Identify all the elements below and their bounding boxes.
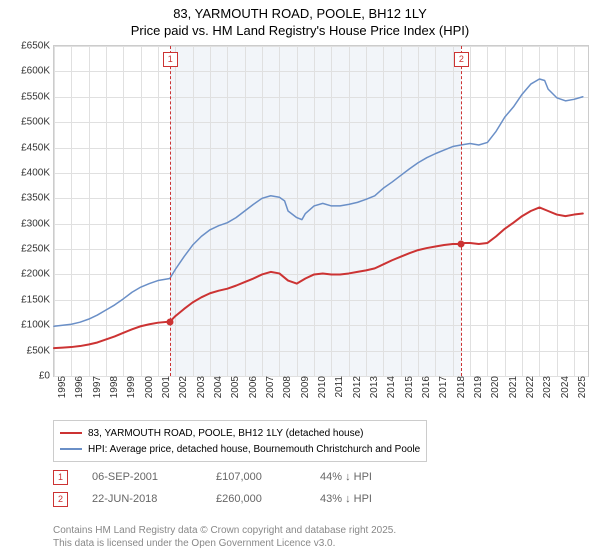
series-line-0 [54, 207, 583, 348]
y-axis-label: £250K [21, 244, 54, 255]
x-axis-label: 2019 [470, 376, 485, 416]
legend-label-1: HPI: Average price, detached house, Bour… [88, 444, 420, 455]
x-axis-label: 2021 [505, 376, 520, 416]
x-axis-label: 2007 [262, 376, 277, 416]
x-axis-label: 2012 [349, 376, 364, 416]
data-row-marker-2: 2 [53, 492, 68, 507]
marker-box-1: 1 [163, 52, 178, 67]
x-axis-label: 2024 [557, 376, 572, 416]
legend-row-1: HPI: Average price, detached house, Bour… [60, 441, 420, 457]
data-row-price-1: £107,000 [216, 471, 296, 483]
x-axis-label: 2009 [297, 376, 312, 416]
y-axis-label: £550K [21, 91, 54, 102]
data-row-price-2: £260,000 [216, 493, 296, 505]
y-axis-label: £300K [21, 218, 54, 229]
footer-line1: Contains HM Land Registry data © Crown c… [53, 524, 396, 537]
x-axis-label: 1996 [71, 376, 86, 416]
marker-data-rows: 1 06-SEP-2001 £107,000 44% ↓ HPI 2 22-JUN-201… [53, 466, 372, 510]
x-axis-label: 2018 [453, 376, 468, 416]
title-line2: Price paid vs. HM Land Registry's House … [0, 23, 600, 40]
data-row-diff-1: 44% ↓ HPI [320, 471, 372, 483]
x-axis-label: 2000 [141, 376, 156, 416]
data-row-2: 2 22-JUN-2018 £260,000 43% ↓ HPI [53, 488, 372, 510]
x-axis-label: 2017 [435, 376, 450, 416]
chart-container: 83, YARMOUTH ROAD, POOLE, BH12 1LY Price… [0, 0, 600, 560]
y-axis-label: £400K [21, 167, 54, 178]
x-axis-label: 1998 [106, 376, 121, 416]
x-axis-label: 2002 [175, 376, 190, 416]
y-axis-label: £650K [21, 41, 54, 52]
marker-line-2 [461, 46, 462, 376]
y-axis-label: £500K [21, 117, 54, 128]
x-axis-label: 1997 [89, 376, 104, 416]
x-axis-label: 1995 [54, 376, 69, 416]
data-row-date-1: 06-SEP-2001 [92, 471, 192, 483]
x-axis-label: 2008 [279, 376, 294, 416]
legend-label-0: 83, YARMOUTH ROAD, POOLE, BH12 1LY (deta… [88, 428, 364, 439]
data-row-marker-1: 1 [53, 470, 68, 485]
marker-box-2: 2 [454, 52, 469, 67]
x-axis-label: 2022 [522, 376, 537, 416]
data-row-diff-2: 43% ↓ HPI [320, 493, 372, 505]
x-axis-label: 2015 [401, 376, 416, 416]
y-axis-label: £100K [21, 320, 54, 331]
x-axis-label: 2025 [574, 376, 589, 416]
x-axis-label: 2013 [366, 376, 381, 416]
plot-area: £0£50K£100K£150K£200K£250K£300K£350K£400… [53, 45, 589, 377]
x-axis-label: 2023 [539, 376, 554, 416]
y-axis-label: £350K [21, 193, 54, 204]
chart-title: 83, YARMOUTH ROAD, POOLE, BH12 1LY Price… [0, 0, 600, 40]
legend-swatch-1 [60, 448, 82, 450]
x-axis-label: 1999 [123, 376, 138, 416]
legend-row-0: 83, YARMOUTH ROAD, POOLE, BH12 1LY (deta… [60, 425, 420, 441]
x-axis-label: 2010 [314, 376, 329, 416]
x-axis-label: 2020 [487, 376, 502, 416]
x-axis-label: 2003 [193, 376, 208, 416]
x-axis-label: 2011 [331, 376, 346, 416]
x-axis-label: 2001 [158, 376, 173, 416]
x-axis-label: 2016 [418, 376, 433, 416]
legend: 83, YARMOUTH ROAD, POOLE, BH12 1LY (deta… [53, 420, 427, 462]
x-axis-label: 2014 [383, 376, 398, 416]
y-axis-label: £450K [21, 142, 54, 153]
marker-dot-2 [457, 241, 464, 248]
y-axis-label: £150K [21, 294, 54, 305]
y-axis-label: £0 [39, 371, 54, 382]
data-row-date-2: 22-JUN-2018 [92, 493, 192, 505]
data-row-1: 1 06-SEP-2001 £107,000 44% ↓ HPI [53, 466, 372, 488]
y-axis-label: £600K [21, 66, 54, 77]
marker-line-1 [170, 46, 171, 376]
legend-swatch-0 [60, 432, 82, 434]
marker-dot-1 [166, 318, 173, 325]
title-line1: 83, YARMOUTH ROAD, POOLE, BH12 1LY [0, 6, 600, 23]
x-axis-label: 2004 [210, 376, 225, 416]
y-axis-label: £200K [21, 269, 54, 280]
footer-line2: This data is licensed under the Open Gov… [53, 537, 396, 550]
x-axis-label: 2006 [245, 376, 260, 416]
x-axis-label: 2005 [227, 376, 242, 416]
y-axis-label: £50K [27, 345, 54, 356]
footer-attribution: Contains HM Land Registry data © Crown c… [53, 524, 396, 550]
series-line-1 [54, 79, 583, 326]
series-layer [54, 46, 588, 376]
